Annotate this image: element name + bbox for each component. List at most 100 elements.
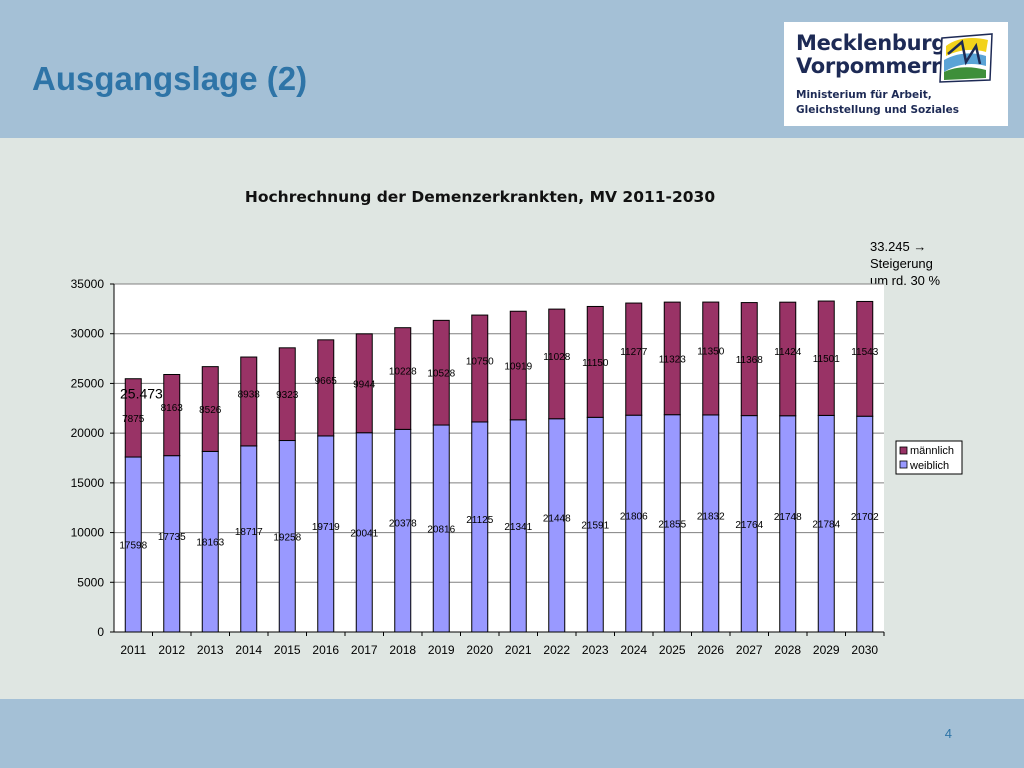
bar-maennlich — [240, 356, 258, 447]
x-tick-label: 2017 — [351, 643, 378, 657]
data-label-weiblich: 21341 — [504, 522, 532, 533]
data-label-weiblich: 21591 — [581, 521, 609, 532]
bar-weiblich — [163, 455, 181, 633]
bar-weiblich — [856, 415, 874, 633]
bar-maennlich — [278, 347, 296, 442]
data-label-weiblich: 18717 — [235, 527, 263, 538]
page-number: 4 — [944, 726, 952, 741]
chart-title: Hochrechnung der Demenzerkrankten, MV 20… — [244, 188, 716, 206]
logo-sub-line2: Gleichstellung und Soziales — [796, 104, 960, 116]
growth-annotation: 33.245 → Steigerung um rd. 30 % — [870, 238, 940, 289]
legend-swatch-maennlich — [899, 446, 908, 455]
x-tick-label: 2011 — [120, 643, 146, 657]
y-tick-label: 10000 — [71, 526, 105, 540]
x-tick-label: 2012 — [158, 643, 185, 657]
data-label-maennlich: 7875 — [122, 414, 145, 425]
y-tick-label: 15000 — [71, 476, 105, 490]
data-label-maennlich: 8938 — [238, 389, 261, 400]
bar-maennlich — [394, 327, 412, 430]
slide-title: Ausgangslage (2) — [32, 60, 308, 97]
bar-weiblich — [548, 418, 566, 633]
x-tick-label: 2016 — [312, 643, 339, 657]
y-tick-label: 35000 — [71, 277, 105, 291]
bar-maennlich — [740, 302, 758, 417]
bar-maennlich — [355, 333, 373, 434]
x-tick-label: 2018 — [389, 643, 416, 657]
data-label-weiblich: 21702 — [851, 512, 879, 523]
data-label-weiblich: 18163 — [196, 538, 224, 549]
growth-label-line1: Steigerung — [870, 256, 933, 271]
bar-maennlich — [432, 319, 450, 426]
bar-maennlich — [625, 302, 643, 416]
data-label-maennlich: 11028 — [543, 352, 571, 363]
data-label-weiblich: 17598 — [119, 541, 147, 552]
legend-swatch-weiblich — [899, 460, 908, 469]
bar-weiblich — [240, 445, 258, 633]
data-label-maennlich: 10228 — [389, 367, 417, 378]
x-tick-label: 2028 — [774, 643, 801, 657]
data-label-weiblich: 21125 — [466, 515, 494, 526]
x-tick-label: 2022 — [543, 643, 570, 657]
x-tick-label: 2021 — [505, 643, 532, 657]
data-label-weiblich: 19258 — [273, 532, 301, 543]
legend-label-weiblich: weiblich — [909, 460, 949, 472]
data-label-maennlich: 9323 — [276, 390, 299, 401]
bar-maennlich — [856, 300, 874, 417]
bar-weiblich — [471, 421, 489, 633]
legend-box — [895, 440, 963, 475]
data-label-weiblich: 21806 — [620, 512, 648, 523]
logo-sub-line1: Ministerium für Arbeit, — [796, 89, 932, 101]
y-tick-label: 20000 — [71, 426, 105, 440]
x-tick-label: 2014 — [235, 643, 262, 657]
data-label-maennlich: 11501 — [813, 354, 841, 365]
data-label-weiblich: 17735 — [158, 532, 186, 543]
data-label-maennlich: 11543 — [851, 347, 879, 358]
y-tick-label: 30000 — [71, 327, 105, 341]
data-label-maennlich: 11277 — [620, 347, 648, 358]
bar-weiblich — [779, 415, 797, 633]
data-label-maennlich: 10919 — [504, 362, 532, 373]
bar-maennlich — [471, 314, 489, 423]
bar-maennlich — [548, 308, 566, 420]
bar-maennlich — [317, 339, 335, 437]
y-tick-label: 0 — [97, 625, 104, 639]
end-value-label: 33.245 → — [870, 239, 927, 254]
data-label-weiblich: 21448 — [543, 513, 571, 524]
x-tick-label: 2030 — [851, 643, 878, 657]
data-label-weiblich: 20041 — [350, 528, 378, 539]
bar-weiblich — [625, 414, 643, 633]
logo-name-line2: Vorpommern — [796, 54, 946, 78]
plot-area — [114, 284, 884, 632]
bar-maennlich — [163, 373, 181, 457]
footer-band — [0, 699, 1024, 768]
bar-maennlich — [509, 310, 527, 421]
growth-label-line2: um rd. 30 % — [870, 273, 941, 288]
x-tick-label: 2029 — [813, 643, 840, 657]
data-label-weiblich: 21855 — [658, 519, 686, 530]
x-tick-label: 2019 — [428, 643, 455, 657]
data-label-maennlich: 10750 — [466, 357, 494, 368]
data-label-maennlich: 11424 — [774, 347, 802, 358]
x-tick-label: 2026 — [697, 643, 724, 657]
data-label-maennlich: 11150 — [582, 358, 609, 369]
x-tick-label: 2015 — [274, 643, 301, 657]
data-label-weiblich: 20378 — [389, 519, 417, 530]
ministry-logo: Mecklenburg Vorpommern Ministerium für A… — [784, 22, 1008, 126]
bar-maennlich — [201, 366, 219, 452]
x-tick-label: 2023 — [582, 643, 609, 657]
bar-maennlich — [702, 301, 720, 416]
logo-subtitle: Ministerium für Arbeit, Gleichstellung u… — [796, 88, 959, 118]
data-label-weiblich: 21832 — [697, 511, 725, 522]
state-flag-icon — [939, 33, 993, 83]
bar-maennlich — [586, 305, 604, 418]
logo-wordmark: Mecklenburg Vorpommern — [796, 32, 946, 78]
data-label-maennlich: 11368 — [736, 355, 764, 366]
data-label-maennlich: 9944 — [353, 379, 376, 390]
data-label-maennlich: 8526 — [199, 405, 222, 416]
x-tick-label: 2020 — [466, 643, 493, 657]
data-label-maennlich: 9665 — [315, 376, 338, 387]
data-label-maennlich: 11350 — [697, 347, 725, 358]
bar-weiblich — [394, 428, 412, 633]
legend-label-maennlich: männlich — [910, 445, 954, 457]
